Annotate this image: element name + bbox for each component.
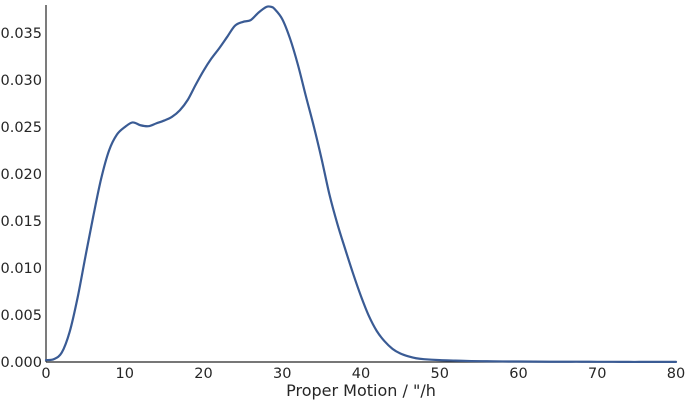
x-tick-label: 0 <box>41 366 50 382</box>
x-tick-label: 30 <box>273 366 291 382</box>
y-tick-label: 0.030 <box>0 73 42 89</box>
y-tick-label: 0.020 <box>0 167 42 183</box>
x-tick-label: 70 <box>588 366 606 382</box>
density-line <box>44 5 678 364</box>
x-tick-label: 50 <box>431 366 449 382</box>
y-tick-label: 0.000 <box>0 355 42 371</box>
x-tick-label: 20 <box>194 366 212 382</box>
x-tick-label: 10 <box>116 366 134 382</box>
y-tick-label: 0.005 <box>0 308 42 324</box>
x-tick-label: 80 <box>667 366 685 382</box>
x-axis-ticks: 0 10 20 30 40 50 60 70 80 <box>41 366 685 382</box>
y-tick-label: 0.010 <box>0 261 42 277</box>
x-tick-label: 40 <box>352 366 370 382</box>
y-axis-ticks: 0.000 0.005 0.010 0.015 0.020 0.025 0.030 0.035 <box>0 26 42 371</box>
y-tick-label: 0.015 <box>0 214 42 230</box>
y-tick-label: 0.035 <box>0 26 42 42</box>
x-tick-label: 60 <box>509 366 527 382</box>
series-layer <box>44 5 678 364</box>
x-axis-label: Proper Motion / "/h <box>286 381 436 400</box>
y-tick-label: 0.025 <box>0 120 42 136</box>
